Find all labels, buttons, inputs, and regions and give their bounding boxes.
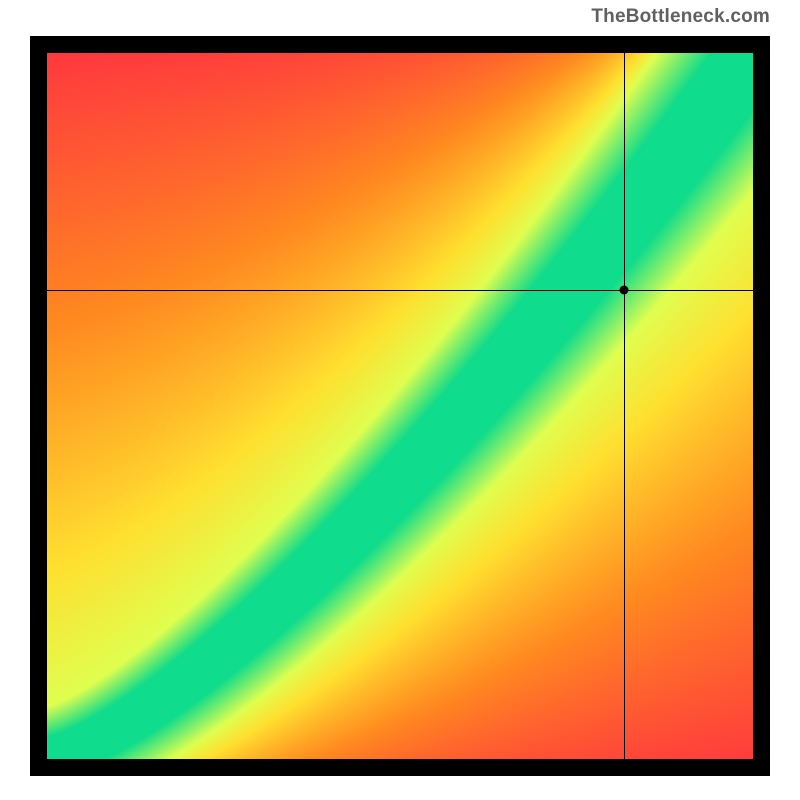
- chart-container: TheBottleneck.com: [0, 0, 800, 800]
- heatmap-canvas: [47, 53, 753, 759]
- crosshair-vertical: [624, 53, 625, 759]
- crosshair-horizontal: [47, 290, 753, 291]
- crosshair-marker: [619, 285, 628, 294]
- chart-border: [30, 36, 770, 776]
- attribution-label: TheBottleneck.com: [591, 6, 770, 28]
- chart-plot-area: [47, 53, 753, 759]
